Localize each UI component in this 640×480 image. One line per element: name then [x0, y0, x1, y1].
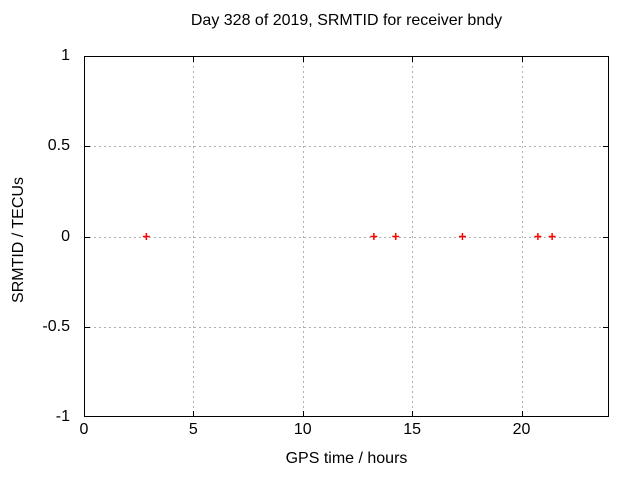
y-tick-label: 0.5: [47, 137, 70, 155]
x-tick-label: 20: [512, 421, 531, 438]
x-tick-label: 5: [188, 421, 198, 438]
y-tick-label: -1: [55, 408, 70, 425]
y-tick-label: -0.5: [42, 317, 70, 335]
chart-title: Day 328 of 2019, SRMTID for receiver bnd…: [190, 12, 503, 29]
plot-border: [84, 56, 609, 417]
x-tick-label: 0: [79, 421, 89, 438]
x-tick-label: 15: [403, 421, 422, 438]
y-tick-label: 1: [61, 47, 70, 64]
x-axis-label: GPS time / hours: [285, 450, 408, 467]
x-tick-label: 10: [293, 421, 312, 438]
plot-area: [84, 56, 609, 417]
y-tick-label: 0: [61, 227, 70, 245]
